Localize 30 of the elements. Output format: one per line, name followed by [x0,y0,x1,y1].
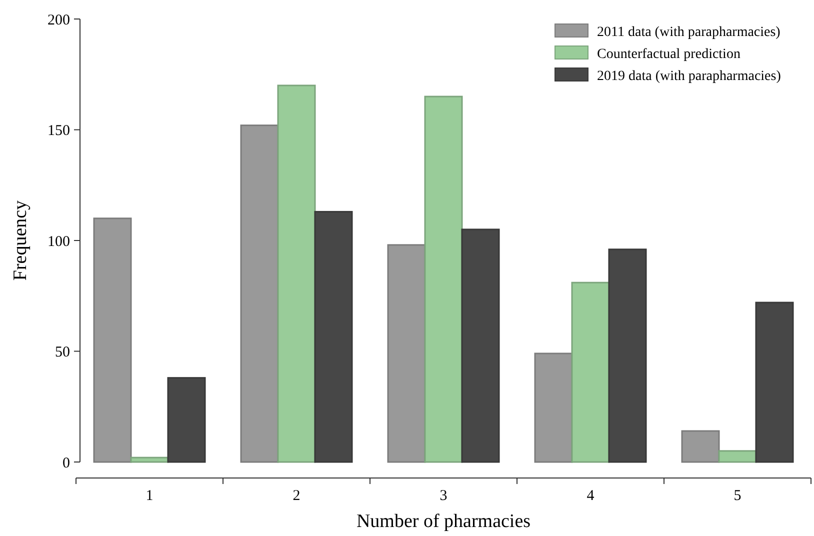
x-tick-label: 3 [440,488,448,504]
legend-label: Counterfactual prediction [597,46,740,62]
bar [387,244,426,463]
y-tick-label: 100 [48,234,70,250]
bar [240,124,279,463]
y-tick-label: 0 [62,455,70,472]
bar [167,377,206,463]
bar [93,218,132,463]
bar [608,248,647,463]
legend-label: 2011 data (with parapharmacies) [597,24,781,40]
bar [681,430,720,463]
bar [314,210,353,463]
bar [718,450,757,463]
bar [571,282,610,463]
y-tick-label: 200 [48,12,70,28]
bar [755,302,794,463]
x-tick-label: 2 [292,488,300,504]
x-axis-title: Number of pharmacies [356,511,531,532]
y-tick-label: 50 [55,344,70,360]
x-tick-label: 1 [146,488,154,504]
y-tick-label: 150 [48,123,70,139]
y-axis-title: Frequency [10,200,31,281]
bar [130,456,169,463]
x-tick-label: 5 [734,488,742,504]
bar [424,96,463,463]
bar [277,84,316,463]
legend-label: 2019 data (with parapharmacies) [597,68,782,84]
bar [534,352,573,463]
x-tick-label: 4 [586,488,595,504]
bar [461,228,500,463]
